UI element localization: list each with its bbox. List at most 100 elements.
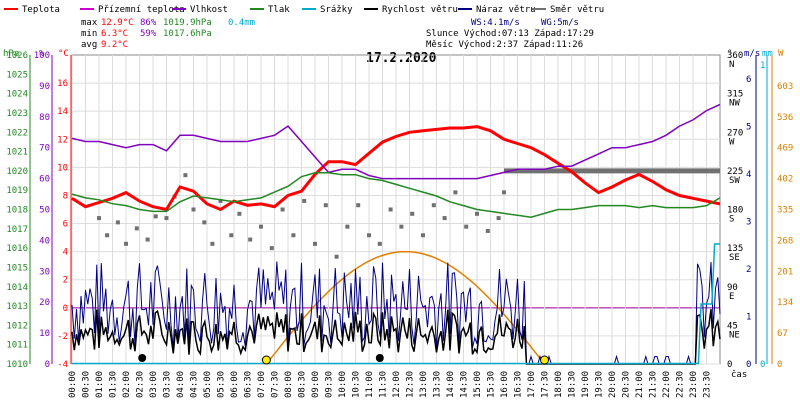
time-tick-label: 01:30 [109,371,119,398]
wind-dir-point [210,241,215,246]
wind-dir-tick-label: 45 [727,321,738,331]
wind-dir-point [399,224,404,229]
solar-tick-label: 335 [777,206,793,216]
sun-marker [261,355,271,365]
time-tick-label: 05:00 [203,371,213,398]
pressure-tick-label: 1016 [6,244,28,254]
pressure-tick-label: 1014 [6,283,28,293]
humidity-tick-label: 70 [39,144,50,154]
time-tick-label: 03:30 [163,371,173,398]
temp-tick-label: 12 [57,135,68,145]
legend-label: Teplota [22,5,60,15]
time-tick-label: 16:00 [500,371,510,398]
wind-dir-point [229,233,234,238]
humidity-tick-label: 80 [39,113,50,123]
pressure-tick-label: 1022 [6,128,28,138]
legend-label: Směr větru [550,5,604,15]
wind-dir-point [410,211,415,216]
time-tick-label: 02:30 [136,371,146,398]
wind-dir-point [248,237,253,242]
humidity-tick-label: 10 [39,329,50,339]
solar-tick-label: 402 [777,175,793,185]
temp-tick-label: 2 [63,276,68,286]
wind-dir-point [124,241,128,246]
time-tick-label: 21:30 [649,371,659,398]
time-tick-label: 22:30 [676,371,686,398]
wind-dir-point [323,203,328,208]
time-tick-label: 09:00 [311,371,321,398]
time-tick-label: 19:30 [595,371,605,398]
humidity-tick-label: 50 [39,206,50,216]
legend-label: Vlhkost [190,5,228,15]
wind-dir-point [191,207,196,212]
wind-speed-tick-label: 1 [746,312,751,322]
time-tick-label: 22:00 [662,371,672,398]
stats-wg: WG:5m/s [541,18,579,28]
wind-dir-compass-label: NW [729,99,740,109]
time-tick-label: 21:00 [635,371,645,398]
pressure-tick-label: 1012 [6,321,28,331]
humidity-tick-label: 0 [45,360,50,370]
solar-tick-label: 0 [777,360,782,370]
temp-tick-label: 16 [57,79,68,89]
wind-dir-point [356,203,361,208]
wind-dir-point [431,203,436,208]
legend-label: Rychlost větru [382,5,458,15]
pressure-tick-label: 1018 [6,206,28,216]
wind-dir-point [464,224,469,229]
unit-time: čas [731,369,747,380]
wind-dir-point [502,190,506,195]
unit-wm2: W [778,49,784,59]
wind-dir-tick-label: 0 [727,360,732,370]
time-tick-label: 00:00 [68,371,78,398]
unit-deg: ° [727,49,732,59]
stats-sun: Slunce Východ:07:13 Západ:17:29 [426,29,594,39]
wind-dir-point [388,207,393,212]
time-tick-label: 08:30 [298,371,308,398]
wind-dir-point [115,220,120,225]
time-tick-label: 17:00 [527,371,537,398]
time-tick-label: 10:30 [352,371,362,398]
time-tick-label: 07:30 [271,371,281,398]
wind-dir-tick-label: 135 [727,244,743,254]
stats-min-hum: 59% [140,29,157,39]
wind-dir-compass-label: W [729,137,735,147]
temp-tick-label: 4 [63,248,68,258]
chart-title: 17.2.2020 [366,51,437,66]
pressure-tick-label: 1021 [6,148,28,158]
time-tick-label: 13:30 [433,371,443,398]
wind-dir-compass-label: E [729,292,734,302]
wind-dir-point [259,224,263,229]
wind-dir-point [145,237,150,242]
humidity-tick-label: 30 [39,267,50,277]
time-tick-label: 16:30 [514,371,524,398]
wind-dir-point [302,198,307,203]
wind-dir-point [475,211,479,216]
wind-dir-point [218,198,223,203]
wind-dir-point [421,233,425,238]
pressure-tick-label: 1015 [6,263,28,273]
wind-dir-point [280,207,285,212]
wind-dir-compass-label: N [729,60,734,70]
time-tick-label: 01:00 [95,371,105,398]
rain-tick-label: 0 [760,360,765,370]
wind-dir-tick-label: 180 [727,206,743,216]
series-line-temperature_c [71,125,721,212]
time-tick-label: 14:30 [460,371,470,398]
wind-dir-point [313,241,317,246]
wind-dir-point [183,173,188,178]
wind-speed-tick-label: 4 [746,170,751,180]
wind-dir-point [153,214,158,219]
stats-min-press: 1017.6hPa [163,29,212,39]
time-tick-label: 04:00 [176,371,186,398]
pressure-tick-label: 1019 [6,186,28,196]
wind-dir-point [105,233,110,238]
wind-dir-point [237,211,242,216]
pressure-tick-label: 1024 [6,90,28,100]
pressure-tick-label: 1011 [6,341,28,351]
wind-speed-tick-label: 0 [746,360,751,370]
solar-radiation-line [265,250,546,365]
time-tick-label: 17:30 [541,371,551,398]
stats-avg-label: avg [81,40,97,50]
